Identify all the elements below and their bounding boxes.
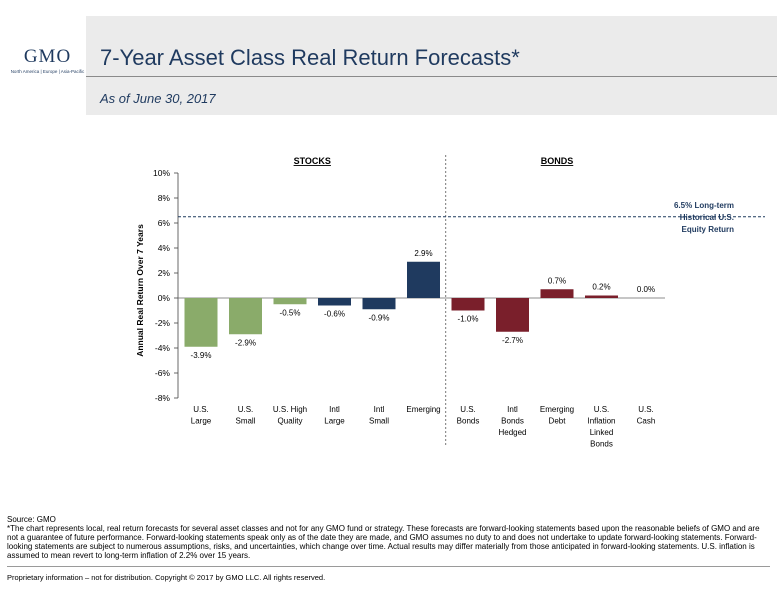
bar-value-label: -0.6% bbox=[324, 310, 345, 319]
y-tick-label: -4% bbox=[155, 343, 171, 353]
category-label: U.S. bbox=[460, 405, 476, 414]
group-header-bonds: BONDS bbox=[541, 156, 574, 166]
bar-value-label: -1.0% bbox=[458, 315, 479, 324]
category-label: Bonds bbox=[457, 417, 480, 426]
category-label: Linked bbox=[590, 428, 614, 437]
reference-line-label: Equity Return bbox=[682, 225, 735, 234]
y-tick-label: -8% bbox=[155, 393, 171, 403]
category-label: Large bbox=[324, 417, 345, 426]
category-label: U.S. bbox=[193, 405, 209, 414]
reference-line-label: Historical U.S. bbox=[680, 213, 734, 222]
y-tick-label: 6% bbox=[158, 218, 171, 228]
logo-tagline: North America | Europe | Asia-Pacific bbox=[10, 69, 85, 74]
bar-value-label: 0.2% bbox=[592, 283, 610, 292]
source-note: Source: GMO bbox=[7, 515, 56, 524]
gmo-logo: GMO North America | Europe | Asia-Pacifi… bbox=[10, 46, 85, 74]
bar bbox=[229, 298, 262, 335]
footnote: *The chart represents local, real return… bbox=[7, 524, 760, 560]
footer-copyright: Proprietary information – not for distri… bbox=[7, 573, 326, 582]
bar-value-label: -2.7% bbox=[502, 336, 523, 345]
category-label: Bonds bbox=[590, 440, 613, 449]
category-label: Emerging bbox=[406, 405, 440, 414]
y-tick-label: 4% bbox=[158, 243, 171, 253]
category-label: Small bbox=[235, 417, 255, 426]
category-label: Intl bbox=[329, 405, 340, 414]
return-forecast-chart: -8% -6% -4% -2% 0% 2% 4% 6% 8% 10% Annual Real Ret… bbox=[135, 155, 765, 449]
category-label: Large bbox=[191, 417, 212, 426]
bar bbox=[318, 298, 351, 306]
title-divider bbox=[86, 76, 777, 77]
page-title: 7-Year Asset Class Real Return Forecasts… bbox=[100, 45, 520, 70]
header-band bbox=[86, 16, 777, 115]
category-label: Bonds bbox=[501, 417, 524, 426]
category-label: U.S. bbox=[638, 405, 654, 414]
bar bbox=[362, 298, 396, 310]
group-header-stocks: STOCKS bbox=[294, 156, 331, 166]
y-tick-label: 2% bbox=[158, 268, 171, 278]
bar-value-label: -2.9% bbox=[235, 338, 256, 347]
bar bbox=[184, 298, 218, 347]
bar-value-label: -0.5% bbox=[280, 308, 301, 317]
reference-line-label: 6.5% Long-term bbox=[674, 201, 734, 210]
y-tick-label: -2% bbox=[155, 318, 171, 328]
footer-divider bbox=[7, 566, 770, 567]
bar bbox=[496, 298, 529, 332]
bar bbox=[273, 298, 307, 305]
category-label: Hedged bbox=[498, 428, 526, 437]
bar bbox=[407, 261, 440, 298]
bar-value-label: 0.0% bbox=[637, 285, 655, 294]
y-tick-label: 8% bbox=[158, 193, 171, 203]
category-label: U.S. High bbox=[273, 405, 307, 414]
category-label: Debt bbox=[549, 417, 567, 426]
category-label: Small bbox=[369, 417, 389, 426]
category-label: Inflation bbox=[587, 417, 615, 426]
category-label: Intl bbox=[374, 405, 385, 414]
page-subtitle: As of June 30, 2017 bbox=[100, 91, 216, 106]
category-label: Cash bbox=[637, 417, 656, 426]
logo-wordmark: GMO bbox=[23, 46, 72, 67]
category-label: U.S. bbox=[594, 405, 610, 414]
y-tick-label: -6% bbox=[155, 368, 171, 378]
category-label: U.S. bbox=[238, 405, 254, 414]
bar-value-label: 2.9% bbox=[414, 249, 432, 258]
bar-value-label: -0.9% bbox=[369, 313, 390, 322]
bar-value-label: 0.7% bbox=[548, 276, 566, 285]
category-label: Intl bbox=[507, 405, 518, 414]
bar bbox=[540, 289, 574, 298]
category-label: Quality bbox=[278, 417, 303, 426]
y-tick-label: 10% bbox=[153, 168, 170, 178]
bar-value-label: -3.9% bbox=[191, 351, 212, 360]
y-tick-label: 0% bbox=[158, 293, 171, 303]
category-label: Emerging bbox=[540, 405, 574, 414]
bar bbox=[585, 295, 618, 298]
bar bbox=[451, 298, 485, 311]
y-axis-title: Annual Real Return Over 7 Years bbox=[135, 224, 145, 357]
